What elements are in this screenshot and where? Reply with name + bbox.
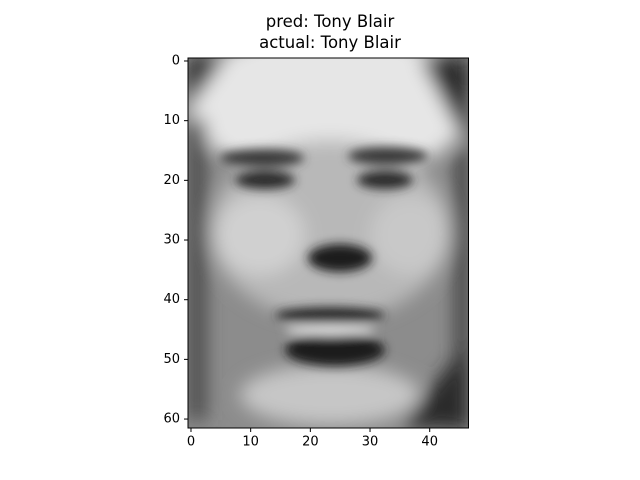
x-tick-label: 10 [242,435,259,450]
x-tick-label: 40 [421,435,438,450]
y-tick-label: 40 [163,292,180,307]
y-tick-label: 30 [163,233,180,248]
x-tick-label: 30 [362,435,379,450]
axes-frame [187,57,469,429]
y-tick-label: 10 [163,113,180,128]
chart-title: actual: Tony Blair [259,33,401,52]
y-tick-label: 20 [163,173,180,188]
face-image [188,58,469,428]
y-tick-label: 0 [172,53,180,68]
chart-title: pred: Tony Blair [266,12,395,31]
y-tick-label: 60 [163,412,180,427]
x-tick-label: 20 [302,435,319,450]
x-tick-label: 0 [187,435,195,450]
y-tick-label: 50 [163,352,180,367]
